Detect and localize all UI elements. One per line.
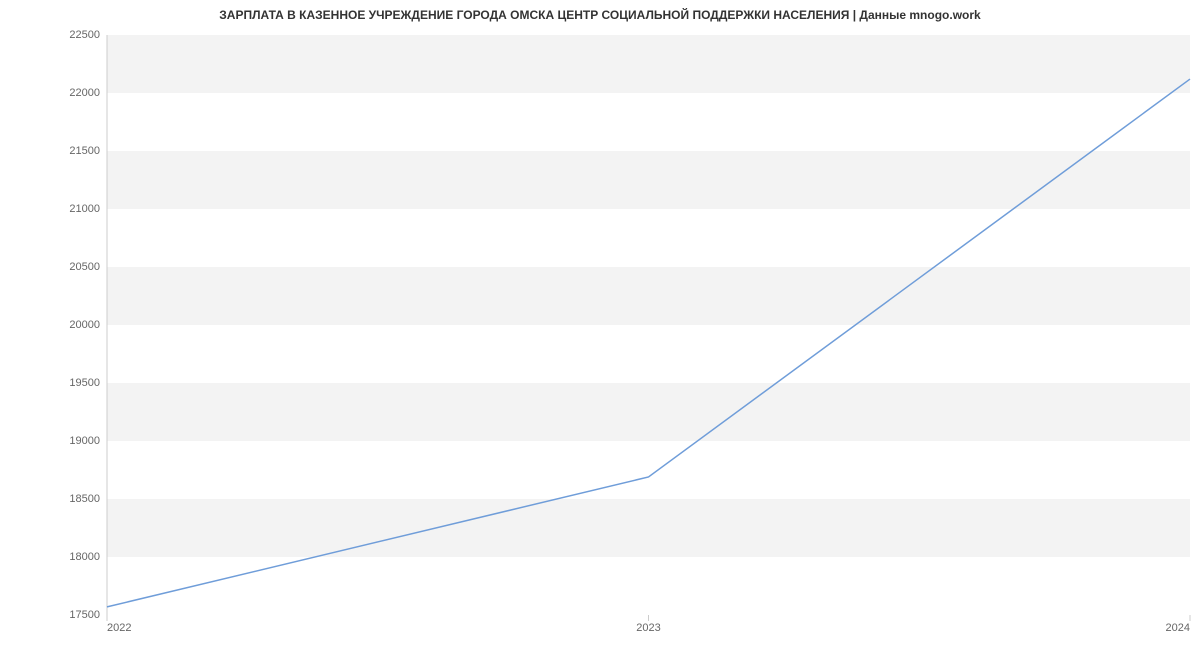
x-tick-label: 2022	[107, 622, 131, 634]
y-tick-label: 20500	[69, 261, 100, 273]
plot-area	[107, 35, 1190, 615]
data-line	[107, 79, 1190, 607]
y-tick-label: 22500	[69, 29, 100, 41]
y-tick-label: 21000	[69, 203, 100, 215]
y-tick-label: 21500	[69, 145, 100, 157]
y-tick-label: 20000	[69, 319, 100, 331]
y-tick-label: 18500	[69, 493, 100, 505]
y-tick-label: 22000	[69, 87, 100, 99]
y-tick-label: 19500	[69, 377, 100, 389]
y-tick-label: 19000	[69, 435, 100, 447]
y-tick-label: 17500	[69, 609, 100, 621]
chart-title: ЗАРПЛАТА В КАЗЕННОЕ УЧРЕЖДЕНИЕ ГОРОДА ОМ…	[0, 8, 1200, 22]
chart-svg	[107, 35, 1190, 615]
x-tick-label: 2024	[1166, 622, 1190, 634]
x-tick-label: 2023	[636, 622, 660, 634]
y-tick-label: 18000	[69, 551, 100, 563]
